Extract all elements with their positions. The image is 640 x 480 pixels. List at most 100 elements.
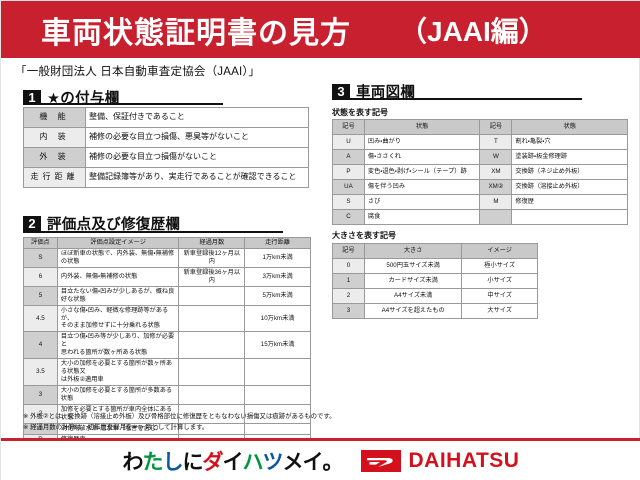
grade-score: 6 xyxy=(23,266,58,287)
section-number-3: 3 xyxy=(332,84,350,99)
brand-name: DAIHATSU xyxy=(408,449,520,472)
symbol-code: M xyxy=(479,194,513,210)
slogan-char: し xyxy=(162,451,184,474)
grade-months xyxy=(178,385,246,405)
grade-score: 2 xyxy=(23,403,58,424)
table-row: U 凹み・曲がり T 割れ・亀裂・穴 xyxy=(332,134,628,150)
symbol-code: P xyxy=(332,164,365,180)
star-criteria-table: 機 能 整備、保証付きであること 内 装 補修の必要な目立つ損傷、悪臭等がないこ… xyxy=(23,107,309,188)
table-header-row: 記号 状態 記号 状態 xyxy=(332,119,628,135)
grade-description: 小さな傷・凹み、軽微な修理跡等があるが、 そのまま加修せずに十分乗れる状態 xyxy=(56,304,180,333)
section-rule-1 xyxy=(23,103,223,105)
grade-distance xyxy=(244,385,311,405)
star-row-value: 整備、保証付きであること xyxy=(85,107,309,128)
symbol-description: 凹み・曲がり xyxy=(363,134,481,150)
grade-score: 5 xyxy=(23,285,58,306)
daihatsu-emblem-icon xyxy=(360,450,401,472)
size-image-label: 極小サイズ xyxy=(461,258,538,274)
grade-months xyxy=(178,331,246,360)
star-row-key: 機 能 xyxy=(23,107,86,128)
slogan-char: わ xyxy=(122,451,144,474)
star-row-key: 外 装 xyxy=(23,147,86,168)
size-image-label: 小サイズ xyxy=(461,273,538,289)
table-row: S ほぼ新車の状態で、内外装、無傷・無補修の状態 新車登録後12ヶ月以内 1万km未満 xyxy=(23,247,311,268)
grade-months: 新車登録後36ヶ月以内 xyxy=(178,266,246,287)
symbol-description: 腐食 xyxy=(363,209,481,225)
grade-col-header: 走行距離 xyxy=(244,237,311,249)
star-row-value: 補修の必要な目立つ損傷、悪臭等がないこと xyxy=(85,127,309,148)
grade-months: 新車登録後12ヶ月以内 xyxy=(178,247,246,268)
symbol-col-header: 記号 xyxy=(332,119,365,135)
slogan-char: メ xyxy=(282,451,304,474)
grade-distance: 5万km未満 xyxy=(244,285,311,306)
grade-months xyxy=(178,285,246,306)
grade-description: 大小の加修を必要とする箇所が多数ある状態 xyxy=(56,385,180,405)
footnote-line: ※ 経過月数の計算は、初年度登録月を一ヶ月として計算します。 xyxy=(23,423,209,431)
symbol-col-header: 状態 xyxy=(363,119,481,135)
table-row: UA 傷を伴う凹み XM② 交換跡（溶接止め外板） xyxy=(332,179,628,195)
table-row: 3.5 大小の加修を必要とする箇所が数ヶ所ある状態又 は外板②適用車 xyxy=(23,358,311,386)
table-row: 内 装 補修の必要な目立つ損傷、悪臭等がないこと xyxy=(23,127,309,148)
grade-distance: 15万km未満 xyxy=(244,331,311,360)
table-row: 1 カードサイズ未満 小サイズ xyxy=(332,273,538,289)
grade-description: ほぼ新車の状態で、内外装、無傷・無補修の状態 xyxy=(56,247,180,268)
grade-col-header: 評価点設定イメージ xyxy=(56,237,180,249)
table-header-row: 評価点 評価点設定イメージ 経過月数 走行距離 xyxy=(23,237,311,249)
symbol-col-header: 記号 xyxy=(479,119,513,135)
star-row-key: 走行距離 xyxy=(23,167,86,188)
size-col-header: イメージ xyxy=(461,243,538,259)
grade-description: 目立たない傷・凹みが少しあるが、概ね良好な状態 xyxy=(56,285,180,306)
slogan-char: に xyxy=(182,451,204,474)
symbol-description: 塗装跡・板金修理跡 xyxy=(511,149,628,165)
grade-distance xyxy=(244,422,311,435)
table-row: 外 装 補修の必要な目立つ損傷がないこと xyxy=(23,147,309,168)
table-row: S さび M 修復歴 xyxy=(332,194,628,210)
association-line: 「一般財団法人 日本自動車査定協会（JAAI）」 xyxy=(15,66,261,78)
grade-col-header: 評価点 xyxy=(23,237,58,249)
size-description: カードサイズ未満 xyxy=(363,273,463,289)
daihatsu-logo: DAIHATSU xyxy=(360,449,520,473)
size-description: A4サイズを超えたもの xyxy=(363,303,463,319)
table-row: 機 能 整備、保証付きであること xyxy=(23,107,309,128)
grade-score: 4.5 xyxy=(23,304,58,333)
slogan-char: イ xyxy=(222,451,244,474)
size-description: 500円玉サイズ未満 xyxy=(363,258,463,274)
header-band: 車両状態証明書の見方 （JAAI編） xyxy=(1,1,640,58)
grade-distance xyxy=(244,358,311,386)
symbol-code: W xyxy=(479,149,513,165)
table-row: 3 大小の加修を必要とする箇所が多数ある状態 xyxy=(23,385,311,405)
section-number-2: 2 xyxy=(23,216,41,231)
symbol-table-caption: 状態を表す記号 xyxy=(332,108,388,117)
size-code: 2 xyxy=(332,288,365,304)
star-row-value: 補修の必要な目立つ損傷がないこと xyxy=(85,147,309,168)
grade-months xyxy=(178,358,246,386)
symbol-code xyxy=(479,209,513,225)
section-heading-3: 3 車両図欄 xyxy=(332,81,415,102)
symbol-description: 変色・退色・剥げ・シール（テープ）跡 xyxy=(363,164,481,180)
grade-description: 大小の加修を必要とする箇所が数ヶ所ある状態又 は外板②適用車 xyxy=(56,358,180,386)
section-rule-2 xyxy=(23,231,283,233)
symbol-code: C xyxy=(332,209,365,225)
size-code: 0 xyxy=(332,258,365,274)
table-row: 2 A4サイズ未満 中サイズ xyxy=(332,288,538,304)
table-row: 6 内外装、無傷・無補修の状態 新車登録後36ヶ月以内 3万km未満 xyxy=(23,266,311,287)
size-table-caption: 大きさを表す記号 xyxy=(332,231,396,240)
table-row: 0 500円玉サイズ未満 極小サイズ xyxy=(332,258,538,274)
page-subtitle: （JAAI編） xyxy=(399,15,547,47)
section-heading-2: 2 評価点及び修復歴欄 xyxy=(23,213,180,234)
table-header-row: 記号 大きさ イメージ xyxy=(332,243,538,259)
symbol-description: 交換跡（溶接止め外板） xyxy=(511,179,628,195)
symbol-description xyxy=(511,209,628,225)
table-row: 4 目立つ傷・凹み等が少しあり、加修が必要と 思われる箇所が数ヶ所ある状態 15万km… xyxy=(23,331,311,360)
table-row: 4.5 小さな傷・凹み、軽微な修理跡等があるが、 そのまま加修せずに十分乗れる状態 1… xyxy=(23,304,311,333)
footer: わたしにダイハツメイ。 DAIHATSU xyxy=(1,441,640,480)
star-row-value: 整備記録簿等があり、実走行であることが確認できること xyxy=(85,167,309,188)
footnotes: ※ 外板②とは、交換跡（溶接止め外板）及び骨格部位に修復歴をともなわない損傷又は… xyxy=(23,412,336,433)
symbol-description: 傷を伴う凹み xyxy=(363,179,481,195)
table-row: A 傷・ささくれ W 塗装跡・板金修理跡 xyxy=(332,149,628,165)
grade-description: 内外装、無傷・無補修の状態 xyxy=(56,266,180,287)
symbol-code: XM xyxy=(479,164,513,180)
grade-score: 4 xyxy=(23,331,58,360)
footnote-line: ※ 外板②とは、交換跡（溶接止め外板）及び骨格部位に修復歴をともなわない損傷又は… xyxy=(23,413,336,420)
